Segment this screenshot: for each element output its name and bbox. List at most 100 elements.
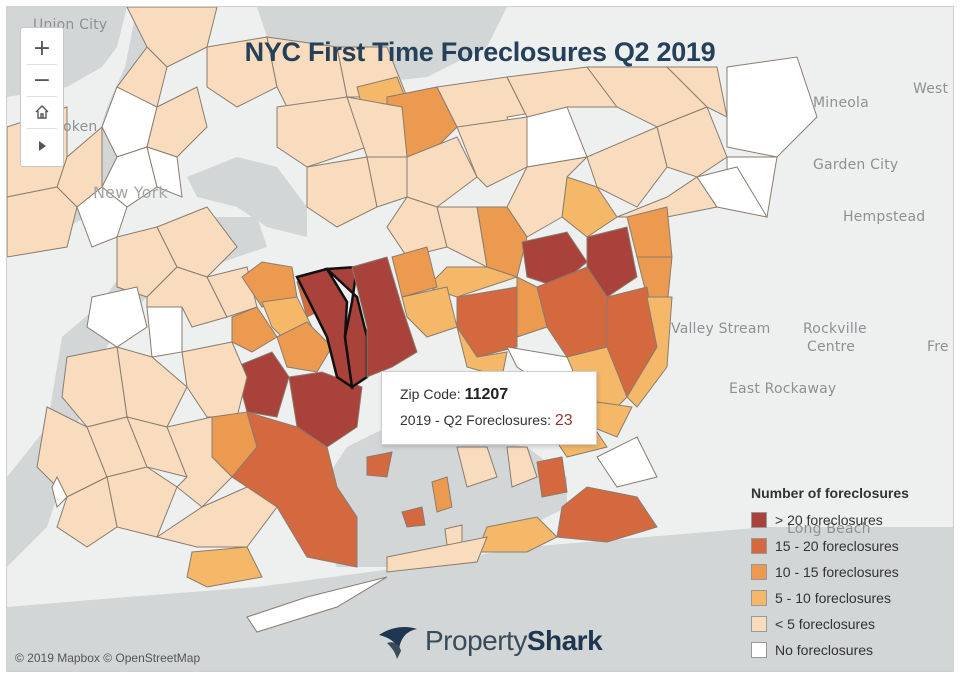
map-title: NYC First Time Foreclosures Q2 2019 — [244, 37, 716, 67]
map-frame[interactable]: Union City oken New York Mineola West Ga… — [6, 6, 954, 672]
east-river — [187, 157, 307, 237]
zip-region[interactable] — [276, 96, 368, 168]
zip-region[interactable] — [506, 446, 538, 488]
home-icon — [35, 105, 49, 119]
zip-region[interactable] — [7, 186, 78, 258]
zip-region[interactable] — [146, 146, 183, 198]
place-label: Long Beach — [787, 521, 871, 537]
logo-text-light: Property — [425, 625, 527, 656]
zoom-in-button[interactable]: + — [32, 35, 52, 61]
zip-region[interactable] — [586, 226, 638, 298]
play-button[interactable] — [21, 130, 63, 162]
zip-region[interactable] — [391, 246, 438, 298]
zip-region[interactable] — [155, 486, 278, 548]
legend-label: 10 - 15 foreclosures — [775, 564, 899, 580]
map-legend: Number of foreclosures > 20 foreclosures… — [751, 485, 951, 665]
zip-region[interactable] — [506, 66, 618, 118]
tooltip-count-value: 23 — [554, 412, 573, 429]
zip-region[interactable] — [444, 524, 463, 546]
map-controls: + − — [20, 27, 64, 167]
atlantic-ocean — [7, 527, 953, 671]
zip-region[interactable] — [696, 166, 769, 218]
legend-label: 5 - 10 foreclosures — [775, 590, 891, 606]
zip-region[interactable] — [366, 451, 393, 478]
zip-region[interactable] — [146, 86, 208, 158]
home-button[interactable] — [21, 96, 63, 128]
tooltip-count-label: 2019 - Q2 Foreclosures: — [400, 412, 551, 428]
tooltip-count-row: 2019 - Q2 Foreclosures: 23 — [400, 412, 573, 430]
zip-region[interactable] — [456, 326, 508, 378]
place-label: Centre — [807, 339, 856, 355]
zip-region[interactable] — [101, 146, 158, 208]
control-divider — [27, 96, 57, 97]
place-label: Mineola — [813, 95, 869, 111]
zip-region[interactable] — [456, 116, 528, 188]
legend-swatch — [751, 538, 767, 554]
zip-region[interactable] — [596, 436, 658, 488]
zip-region[interactable] — [86, 286, 148, 348]
zip-region[interactable] — [234, 351, 290, 418]
tooltip-zip-value: 11207 — [464, 386, 509, 403]
place-label: West — [913, 81, 949, 97]
zip-region[interactable] — [56, 476, 118, 548]
zip-region[interactable] — [231, 306, 278, 353]
legend-label: No foreclosures — [775, 642, 874, 658]
legend-swatch — [751, 616, 767, 632]
zip-region[interactable] — [386, 536, 488, 573]
legend-swatch — [751, 564, 767, 580]
legend-title: Number of foreclosures — [751, 485, 909, 501]
map-attribution[interactable]: © 2019 Mapbox © OpenStreetMap — [15, 651, 201, 665]
legend-swatch — [751, 512, 767, 528]
zip-region[interactable] — [626, 296, 673, 408]
place-label: oken — [63, 119, 98, 135]
zip-region[interactable] — [51, 475, 68, 508]
legend-label: 15 - 20 foreclosures — [775, 538, 899, 554]
zip-region[interactable] — [401, 286, 458, 338]
zip-region[interactable] — [246, 576, 388, 633]
legend-item[interactable]: 15 - 20 foreclosures — [751, 533, 951, 559]
shark-fin-icon — [379, 627, 417, 659]
control-divider — [27, 64, 57, 65]
legend-item[interactable]: 10 - 15 foreclosures — [751, 559, 951, 585]
zip-region[interactable] — [586, 126, 668, 208]
legend-item[interactable]: < 5 foreclosures — [751, 611, 951, 637]
place-label: Fre — [927, 339, 949, 355]
legend-item[interactable]: 5 - 10 foreclosures — [751, 585, 951, 611]
place-label: Garden City — [813, 157, 899, 173]
zip-region[interactable] — [401, 506, 426, 528]
legend-swatch — [751, 642, 767, 658]
zip-region[interactable] — [276, 321, 333, 373]
zip-region[interactable] — [431, 476, 453, 513]
legend-label: < 5 foreclosures — [775, 616, 875, 632]
zip-region[interactable] — [231, 411, 358, 568]
zip-region[interactable] — [306, 156, 378, 228]
choropleth-map[interactable] — [7, 7, 953, 671]
legend-swatch — [751, 590, 767, 606]
place-label: New York — [93, 183, 168, 202]
zip-region[interactable] — [536, 456, 568, 498]
zip-region[interactable] — [186, 546, 263, 588]
logo-text-bold: Shark — [526, 625, 603, 656]
zoom-out-button[interactable]: − — [32, 67, 52, 93]
zip-region[interactable] — [206, 36, 278, 108]
zip-region[interactable] — [456, 446, 498, 488]
zip-region[interactable] — [166, 416, 233, 508]
zip-region[interactable] — [351, 256, 418, 378]
place-label: Hempstead — [843, 209, 926, 225]
play-icon — [39, 141, 46, 151]
zip-region[interactable] — [126, 7, 218, 68]
zip-region[interactable] — [156, 206, 238, 278]
zip-region[interactable] — [76, 186, 128, 248]
control-divider — [27, 128, 57, 129]
legend-label: > 20 foreclosures — [775, 512, 883, 528]
zip-region[interactable] — [146, 306, 183, 358]
propertyshark-logo: PropertyShark — [377, 619, 617, 663]
legend-item[interactable]: > 20 foreclosures — [751, 507, 951, 533]
place-label: Rockville — [803, 321, 867, 337]
place-label: East Rockaway — [729, 381, 837, 397]
legend-item[interactable]: No foreclosures — [751, 637, 951, 663]
zip-region[interactable] — [726, 56, 818, 158]
zip-region[interactable] — [241, 261, 298, 308]
zip-region[interactable] — [456, 286, 518, 358]
map-tooltip: Zip Code: 11207 2019 - Q2 Foreclosures: … — [381, 371, 597, 445]
